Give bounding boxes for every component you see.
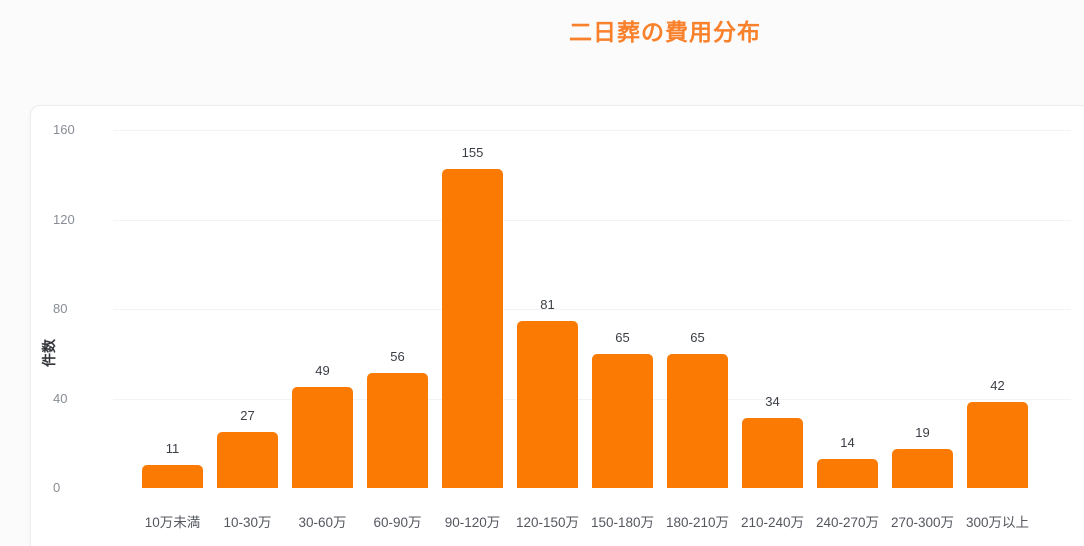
- bar-value-label: 34: [765, 394, 780, 409]
- bar-value-label: 14: [840, 435, 855, 451]
- y-tick-label: 40: [53, 390, 68, 406]
- x-tick-label: 300万以上: [965, 515, 1030, 530]
- bar: [592, 354, 653, 488]
- bar: [442, 168, 503, 488]
- bar: [367, 372, 428, 488]
- bar: [742, 418, 803, 488]
- chart-title: 二日葬の費用分布: [569, 19, 761, 45]
- gridline: [113, 309, 1071, 310]
- bar: [817, 459, 878, 488]
- x-tick-label: 210-240万: [740, 515, 805, 530]
- bar: [967, 401, 1028, 488]
- bar: [517, 321, 578, 488]
- bar-value-label: 65: [615, 330, 630, 346]
- x-tick-label: 240-270万: [815, 515, 880, 530]
- y-axis-title: 件数: [41, 339, 57, 367]
- x-tick-label: 10万未満: [144, 515, 201, 530]
- bar-value-label: 11: [165, 441, 180, 457]
- bar-chart: 件数 0 40 80 120 160 11 10万未満 27 10-30万 49 30-60万 56 6…: [31, 106, 1084, 546]
- x-tick-label: 90-120万: [444, 515, 501, 530]
- bar: [142, 465, 203, 488]
- x-tick-label: 180-210万: [665, 515, 730, 530]
- bar-value-label: 56: [390, 348, 405, 364]
- y-tick-label: 160: [53, 122, 75, 137]
- x-tick-label: 120-150万: [515, 515, 580, 530]
- bar: [217, 432, 278, 488]
- page: 二日葬の費用分布 件数 0 40 80 120 160 11 10万未満 27 10-30万 49…: [0, 13, 1084, 546]
- bar-value-label: 19: [915, 424, 930, 440]
- x-tick-label: 150-180万: [590, 515, 655, 530]
- bar: [292, 387, 353, 488]
- y-tick-label: 80: [53, 301, 68, 316]
- bar-value-label: 42: [990, 377, 1005, 393]
- x-tick-label: 60-90万: [373, 515, 422, 530]
- bar: [667, 354, 728, 488]
- bar-value-label: 155: [461, 144, 484, 160]
- bar-value-label: 27: [240, 408, 255, 424]
- x-tick-label: 270-300万: [890, 515, 955, 530]
- y-tick-label: 120: [53, 211, 75, 227]
- bar-value-label: 65: [690, 330, 705, 346]
- gridline: [113, 130, 1071, 131]
- y-tick-label: 0: [53, 480, 61, 495]
- bar-value-label: 81: [540, 297, 555, 313]
- gridline: [113, 219, 1071, 221]
- bar: [892, 448, 953, 488]
- x-tick-label: 10-30万: [223, 515, 272, 530]
- chart-card: 件数 0 40 80 120 160 11 10万未満 27 10-30万 49 30-60万 56 6…: [30, 105, 1084, 546]
- x-tick-label: 30-60万: [298, 515, 347, 530]
- bar-value-label: 49: [315, 363, 330, 379]
